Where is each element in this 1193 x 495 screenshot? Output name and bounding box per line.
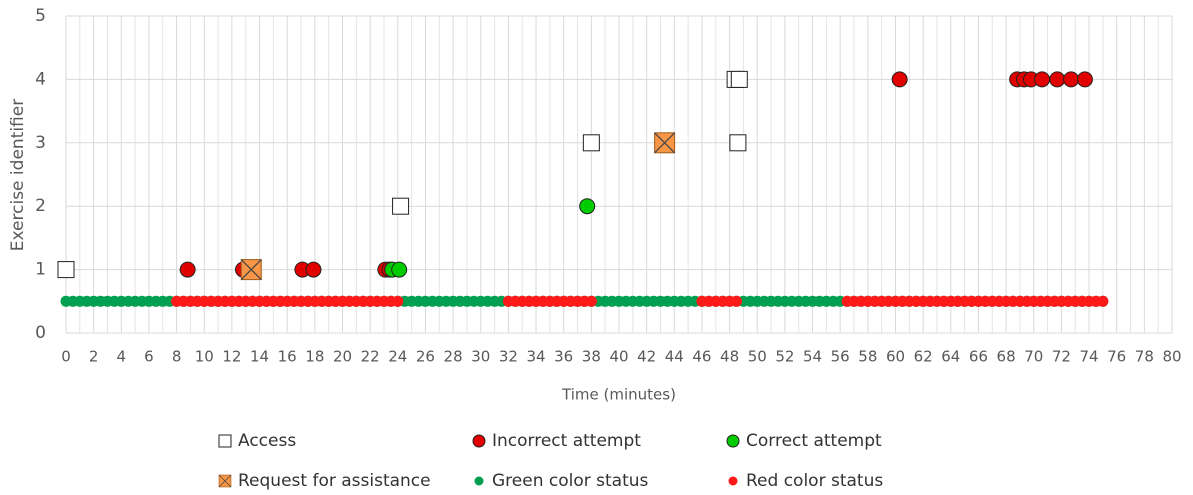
x-tick-label: 50	[748, 348, 767, 366]
legend-marker	[474, 476, 484, 486]
point	[731, 295, 743, 307]
x-tick-label: 44	[665, 348, 684, 366]
x-tick-label: 56	[831, 348, 850, 366]
x-tick-label: 74	[1080, 348, 1099, 366]
point	[240, 259, 262, 281]
x-tick-label: 18	[305, 348, 324, 366]
point	[305, 261, 322, 278]
point	[1049, 71, 1066, 88]
x-tick-label: 42	[637, 348, 656, 366]
x-tick-label: 52	[775, 348, 794, 366]
x-tick-label: 28	[444, 348, 463, 366]
point	[57, 261, 75, 279]
x-tick-label: 32	[499, 348, 518, 366]
x-tick-label: 8	[172, 348, 182, 366]
x-tick-label: 34	[527, 348, 546, 366]
legend-item: Incorrect attempt	[472, 431, 641, 451]
x-tick-label: 78	[1135, 348, 1154, 366]
legend-label: Request for assistance	[238, 471, 431, 491]
legend-item: Correct attempt	[726, 431, 882, 451]
legend-item: Request for assistance	[218, 471, 431, 491]
x-tick-label: 40	[609, 348, 628, 366]
point	[582, 134, 600, 152]
x-tick-label: 12	[222, 348, 241, 366]
legend-item: Green color status	[474, 471, 649, 491]
point	[579, 198, 596, 215]
marker-cross	[218, 474, 232, 488]
point	[730, 70, 748, 88]
x-tick-label: 24	[388, 348, 407, 366]
legend-label: Correct attempt	[746, 431, 882, 451]
x-tick-label: 0	[61, 348, 71, 366]
x-tick-label: 48	[720, 348, 739, 366]
legend-marker	[472, 434, 486, 448]
legend-label: Access	[238, 431, 296, 451]
point	[654, 132, 676, 154]
y-axis-label: Exercise identifier	[8, 99, 28, 251]
x-tick-label: 26	[416, 348, 435, 366]
point	[391, 261, 408, 278]
legend-label: Incorrect attempt	[492, 431, 641, 451]
y-tick-label: 1	[35, 260, 46, 280]
legend-marker	[218, 434, 232, 448]
legend-item: Access	[218, 431, 296, 451]
x-tick-label: 20	[333, 348, 352, 366]
x-tick-label: 10	[195, 348, 214, 366]
x-tick-label: 66	[969, 348, 988, 366]
x-tick-label: 62	[914, 348, 933, 366]
marker-cross	[654, 132, 676, 154]
point	[1076, 71, 1093, 88]
point	[179, 261, 196, 278]
x-tick-label: 38	[582, 348, 601, 366]
y-tick-label: 5	[35, 6, 46, 26]
point	[585, 295, 597, 307]
point	[891, 71, 908, 88]
x-tick-label: 46	[692, 348, 711, 366]
x-tick-label: 60	[886, 348, 905, 366]
x-tick-label: 16	[278, 348, 297, 366]
x-tick-label: 6	[144, 348, 154, 366]
x-tick-label: 4	[117, 348, 127, 366]
legend-marker	[728, 476, 738, 486]
legend-marker	[218, 474, 232, 488]
legend-label: Green color status	[492, 471, 649, 491]
y-tick-label: 2	[35, 196, 46, 216]
x-tick-label: 80	[1162, 348, 1181, 366]
x-tick-label: 22	[361, 348, 380, 366]
point	[1097, 295, 1109, 307]
x-tick-label: 30	[471, 348, 490, 366]
point	[1063, 71, 1080, 88]
x-tick-label: 68	[997, 348, 1016, 366]
legend-marker	[726, 434, 740, 448]
y-tick-label: 4	[35, 69, 46, 89]
point	[729, 134, 747, 152]
legend-label: Red color status	[746, 471, 883, 491]
x-tick-label: 76	[1107, 348, 1126, 366]
x-tick-label: 64	[941, 348, 960, 366]
x-tick-label: 54	[803, 348, 822, 366]
point	[1034, 71, 1051, 88]
point	[392, 197, 410, 215]
x-tick-label: 70	[1024, 348, 1043, 366]
x-tick-label: 58	[858, 348, 877, 366]
marker-cross	[240, 259, 262, 281]
x-tick-label: 2	[89, 348, 99, 366]
x-tick-label: 14	[250, 348, 269, 366]
y-tick-label: 0	[35, 323, 46, 343]
y-tick-label: 3	[35, 133, 46, 153]
point	[392, 295, 404, 307]
x-axis-label: Time (minutes)	[561, 386, 676, 404]
x-tick-label: 72	[1052, 348, 1071, 366]
x-tick-label: 36	[554, 348, 573, 366]
legend-item: Red color status	[728, 471, 883, 491]
